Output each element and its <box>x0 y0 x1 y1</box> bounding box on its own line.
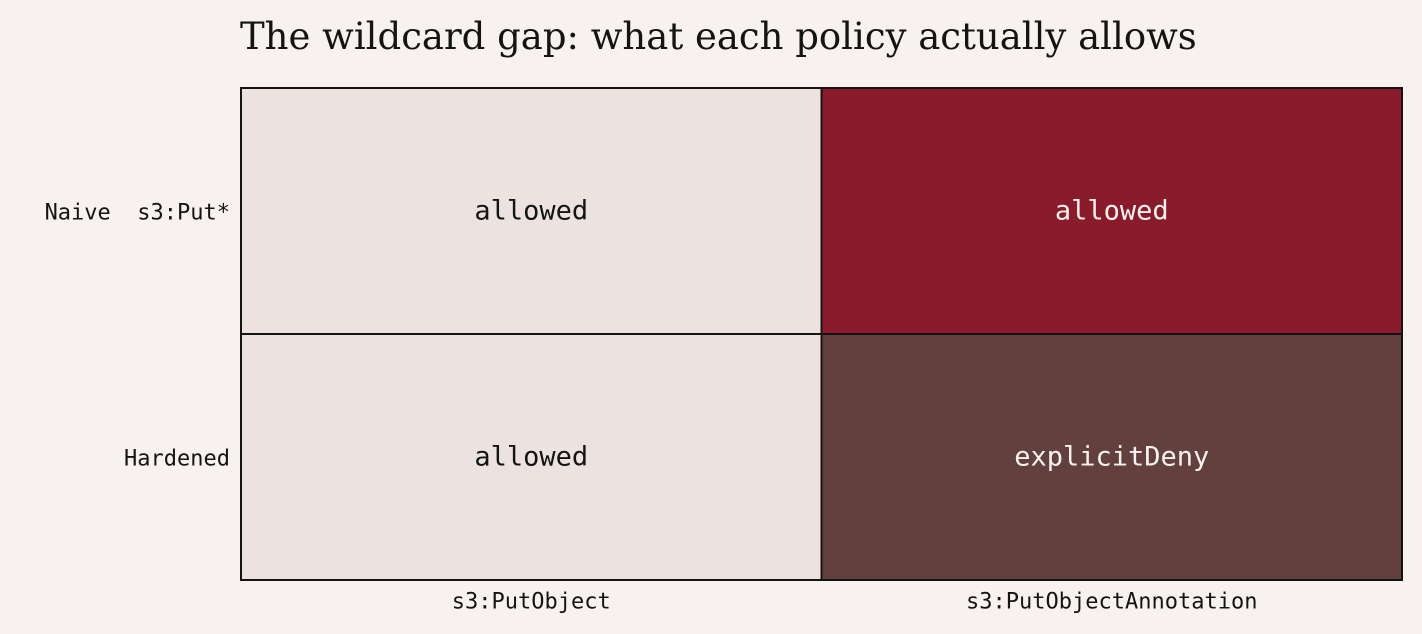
column-label: s3:PutObject <box>452 590 611 615</box>
plot-frame <box>240 87 1403 581</box>
cell-value-label: allowed <box>474 196 588 227</box>
cell-value-label: explicitDeny <box>1014 442 1209 473</box>
chart-title: The wildcard gap: what each policy actua… <box>240 15 1197 58</box>
heatmap-cell <box>240 87 823 335</box>
column-labels: s3:PutObject s3:PutObjectAnnotation <box>452 590 1258 615</box>
heatmap-cells: allowed allowed allowed explicitDeny <box>240 87 1403 581</box>
heatmap-cell <box>820 87 1403 335</box>
heatmap-cell <box>240 333 823 581</box>
column-label: s3:PutObjectAnnotation <box>966 590 1257 615</box>
row-labels: Naive s3:Put* Hardened <box>45 201 230 472</box>
cell-value-label: allowed <box>1055 196 1169 227</box>
heatmap-cell <box>820 333 1403 581</box>
cell-value-label: allowed <box>474 442 588 473</box>
row-label: Hardened <box>124 447 230 472</box>
row-label: Naive s3:Put* <box>45 201 230 226</box>
